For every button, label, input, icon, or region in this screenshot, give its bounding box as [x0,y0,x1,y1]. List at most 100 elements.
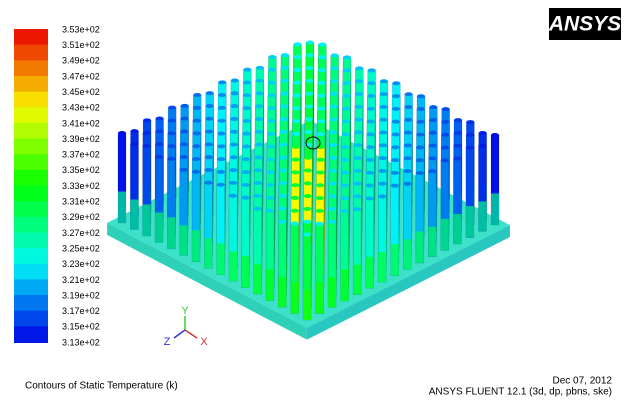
colorbar-label: 3.51e+02 [62,40,100,50]
logo: ANSYS [548,13,621,36]
pin-top [316,209,324,213]
pin-top [316,183,324,187]
pin-top [206,104,214,108]
pin-base [403,239,411,269]
colorbar-band [14,248,48,265]
date: Dec 07, 2012 [553,376,613,387]
pin-top [242,157,250,161]
pin-top [205,130,213,134]
pin-top [429,105,437,109]
pin-top [156,117,164,121]
pin-top [317,132,325,136]
pin-top [441,158,449,162]
pin-top [241,196,249,200]
pin-top [231,91,239,95]
pin-top [291,170,299,174]
pin-top [242,132,250,136]
colorbar-band [14,311,48,328]
pin-top [293,55,301,59]
pin-top [254,155,262,159]
pin-top [218,80,226,84]
pin-top [254,194,262,198]
pin-top [293,81,301,85]
pin-top [279,194,287,198]
pin-top [268,106,276,110]
pin-top [367,107,375,111]
pin-base [278,277,286,307]
colorbar-label: 3.25e+02 [62,243,100,253]
pin-top [181,104,189,108]
pin-top [404,156,412,160]
pin-top [217,157,225,161]
pin-top [391,145,399,149]
pin-top [279,168,287,172]
pin-top [442,107,450,111]
pin-top [192,144,200,148]
pin-top [341,183,349,187]
pin-top [342,132,350,136]
pin-top [155,129,163,133]
pin-top [330,79,338,83]
pin-top [428,169,436,173]
colorbar: 3.53e+023.51e+023.49e+023.47e+023.45e+02… [14,24,100,347]
pin-top [491,133,499,137]
pin-top [168,118,176,122]
z-axis-arrow [174,330,185,338]
pin-top [318,81,326,85]
pin-top [193,119,201,123]
pin-top [328,207,336,211]
pin-top [143,131,151,135]
pin-top [193,131,201,135]
pin-top [292,145,300,149]
pin-top [205,155,213,159]
pin-top [192,157,200,161]
colorbar-band [14,232,48,249]
pin-top [256,79,264,83]
pin-top [392,107,400,111]
pin-top [366,184,374,188]
pin-top [330,105,338,109]
pin-base [254,264,262,294]
pin-top [180,168,188,172]
pin-top [168,144,176,148]
pin-top [416,158,424,162]
pin-base [466,206,474,238]
pin-top [268,93,276,97]
pin-base [130,200,138,230]
colorbar-label: 3.39e+02 [62,134,100,144]
colorbar-label: 3.43e+02 [62,103,100,113]
pin-top [329,143,337,147]
pin-top [255,104,263,108]
pin-top [306,66,314,70]
pin-top [180,155,188,159]
pin-top [354,143,362,147]
pin-top [392,94,400,98]
pin-top [416,171,424,175]
pin-top [281,79,289,83]
pin-top [180,142,188,146]
pin-top [279,207,287,211]
pin-top [204,181,212,185]
pin-top [243,93,251,97]
pin-top [193,106,201,110]
pin-top [429,156,437,160]
pin-top [303,220,311,224]
pin-top [305,117,313,121]
pin-top [304,169,312,173]
pin-top [242,144,250,148]
pin-top [403,169,411,173]
colorbar-label: 3.47e+02 [62,71,100,81]
pin-top [229,168,237,172]
pin-top [417,120,425,124]
colorbar-band [14,186,48,203]
pin-base [478,201,486,231]
pin-top [391,184,399,188]
colorbar-band [14,295,48,312]
pin-top [217,170,225,174]
pin-top [366,158,374,162]
pin-top [193,93,201,97]
pin-top [292,158,300,162]
pin-top [255,117,263,121]
graphics-window: 3.53e+023.51e+023.49e+023.47e+023.45e+02… [0,0,628,403]
pin-base [180,225,188,255]
